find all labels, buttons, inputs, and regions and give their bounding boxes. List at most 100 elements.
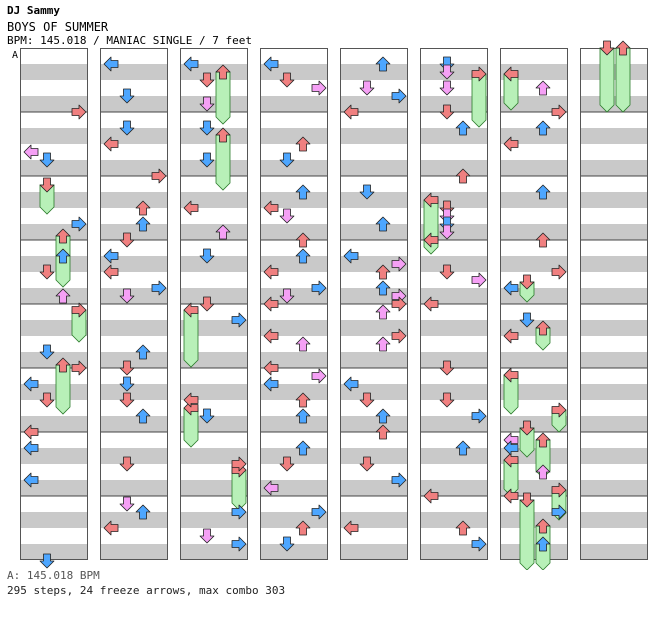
- freeze-arrow: [599, 47, 615, 113]
- left-arrow-icon: [503, 367, 519, 383]
- down-arrow-icon: [279, 536, 295, 552]
- down-arrow-icon: [199, 296, 215, 312]
- right-arrow-icon: [311, 280, 327, 296]
- down-arrow-icon: [119, 288, 135, 304]
- up-arrow-icon: [375, 216, 391, 232]
- up-arrow-icon: [135, 200, 151, 216]
- beat-stripe: [340, 512, 408, 528]
- freeze-arrow: [183, 309, 199, 368]
- left-arrow-icon: [183, 200, 199, 216]
- down-arrow-icon: [439, 64, 455, 80]
- right-arrow-icon: [551, 402, 567, 418]
- right-arrow-icon: [551, 482, 567, 498]
- up-arrow-icon: [55, 248, 71, 264]
- down-arrow-icon: [359, 392, 375, 408]
- left-arrow-icon: [503, 280, 519, 296]
- down-arrow-icon: [599, 40, 615, 56]
- left-arrow-icon: [503, 66, 519, 82]
- left-arrow-icon: [183, 56, 199, 72]
- left-arrow-icon: [423, 488, 439, 504]
- beat-stripe: [20, 64, 88, 80]
- beat-stripe: [180, 384, 248, 400]
- left-arrow-icon: [23, 440, 39, 456]
- column-border: [100, 48, 168, 560]
- song-title: BOYS OF SUMMER: [7, 20, 109, 34]
- down-arrow-icon: [199, 120, 215, 136]
- freeze-arrow: [615, 47, 631, 113]
- beat-stripe: [580, 416, 648, 432]
- up-arrow-icon: [135, 344, 151, 360]
- right-arrow-icon: [231, 312, 247, 328]
- beat-stripe: [260, 384, 328, 400]
- beat-stripe: [420, 384, 488, 400]
- up-arrow-icon: [375, 280, 391, 296]
- beat-stripe: [500, 352, 568, 368]
- right-arrow-icon: [471, 536, 487, 552]
- beat-stripe: [100, 128, 168, 144]
- left-arrow-icon: [503, 440, 519, 456]
- beat-stripe: [260, 416, 328, 432]
- bpm-summary: A: 145.018 BPM: [7, 569, 100, 582]
- beat-stripe: [580, 288, 648, 304]
- beat-stripe: [580, 160, 648, 176]
- down-arrow-icon: [439, 264, 455, 280]
- left-arrow-icon: [423, 192, 439, 208]
- beat-stripe: [340, 96, 408, 112]
- left-arrow-icon: [343, 248, 359, 264]
- beat-stripe: [100, 320, 168, 336]
- down-arrow-icon: [279, 208, 295, 224]
- down-arrow-icon: [39, 264, 55, 280]
- up-arrow-icon: [215, 224, 231, 240]
- beat-stripe: [260, 352, 328, 368]
- down-arrow-icon: [199, 408, 215, 424]
- right-arrow-icon: [71, 360, 87, 376]
- beat-stripe: [580, 192, 648, 208]
- right-arrow-icon: [231, 456, 247, 472]
- right-arrow-icon: [551, 104, 567, 120]
- column-border: [180, 48, 248, 560]
- beat-stripe: [180, 64, 248, 80]
- beat-stripe: [420, 96, 488, 112]
- section-marker: A: [12, 50, 18, 61]
- beat-stripe: [420, 160, 488, 176]
- left-arrow-icon: [103, 520, 119, 536]
- right-arrow-icon: [471, 272, 487, 288]
- beat-stripe: [260, 64, 328, 80]
- up-arrow-icon: [535, 80, 551, 96]
- beat-stripe: [340, 544, 408, 560]
- down-arrow-icon: [199, 528, 215, 544]
- beat-stripe: [260, 320, 328, 336]
- beat-stripe: [20, 480, 88, 496]
- right-arrow-icon: [311, 368, 327, 384]
- left-arrow-icon: [103, 136, 119, 152]
- down-arrow-icon: [199, 96, 215, 112]
- down-arrow-icon: [279, 72, 295, 88]
- up-arrow-icon: [295, 336, 311, 352]
- down-arrow-icon: [519, 312, 535, 328]
- beat-stripe: [100, 256, 168, 272]
- beat-stripe: [340, 192, 408, 208]
- beat-stripe: [580, 256, 648, 272]
- left-arrow-icon: [23, 472, 39, 488]
- up-arrow-icon: [535, 536, 551, 552]
- beat-stripe: [580, 352, 648, 368]
- beat-stripe: [20, 384, 88, 400]
- down-arrow-icon: [119, 376, 135, 392]
- beat-stripe: [500, 160, 568, 176]
- down-arrow-icon: [279, 456, 295, 472]
- right-arrow-icon: [391, 472, 407, 488]
- beat-stripe: [340, 224, 408, 240]
- beat-stripe: [580, 384, 648, 400]
- down-arrow-icon: [359, 80, 375, 96]
- left-arrow-icon: [23, 376, 39, 392]
- column-border: [260, 48, 328, 560]
- freeze-arrow: [519, 499, 535, 570]
- right-arrow-icon: [311, 80, 327, 96]
- up-arrow-icon: [535, 184, 551, 200]
- beat-stripe: [180, 256, 248, 272]
- beat-stripe: [100, 384, 168, 400]
- left-arrow-icon: [263, 376, 279, 392]
- up-arrow-icon: [375, 336, 391, 352]
- left-arrow-icon: [263, 328, 279, 344]
- beat-stripe: [180, 512, 248, 528]
